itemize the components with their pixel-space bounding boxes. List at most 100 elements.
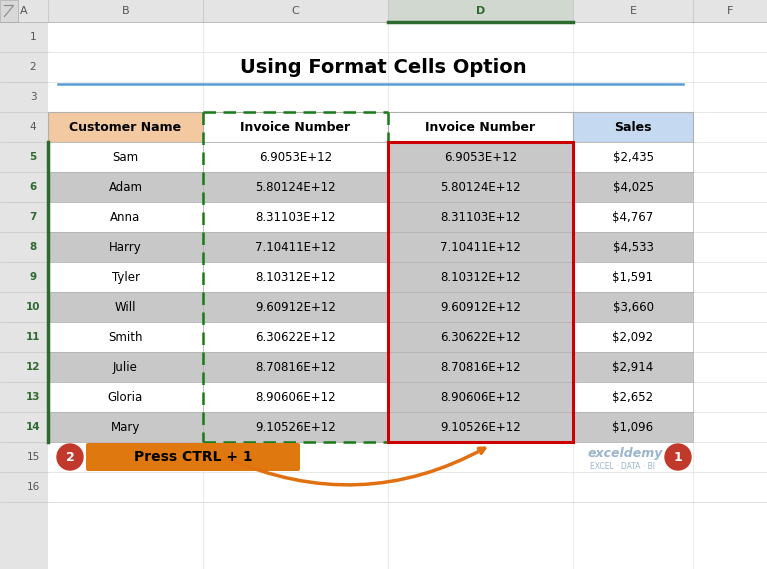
Text: 1: 1 bbox=[673, 451, 683, 464]
Text: Sam: Sam bbox=[113, 150, 139, 163]
Text: Using Format Cells Option: Using Format Cells Option bbox=[240, 57, 527, 76]
Text: 5: 5 bbox=[29, 152, 37, 162]
Text: 5.80124E+12: 5.80124E+12 bbox=[440, 180, 521, 193]
Bar bbox=[203, 142, 388, 172]
Bar bbox=[0, 0, 767, 22]
Text: $2,652: $2,652 bbox=[612, 390, 653, 403]
Circle shape bbox=[57, 444, 83, 470]
Text: E: E bbox=[630, 6, 637, 16]
Text: $2,092: $2,092 bbox=[612, 331, 653, 344]
Bar bbox=[203, 172, 388, 202]
Bar bbox=[388, 262, 573, 292]
Text: 8.31103E+12: 8.31103E+12 bbox=[440, 211, 521, 224]
Bar bbox=[388, 232, 573, 262]
Text: 8.70816E+12: 8.70816E+12 bbox=[255, 361, 336, 373]
Text: 6.9053E+12: 6.9053E+12 bbox=[259, 150, 332, 163]
Text: 8.70816E+12: 8.70816E+12 bbox=[440, 361, 521, 373]
Bar bbox=[48, 112, 203, 142]
Text: Anna: Anna bbox=[110, 211, 140, 224]
Bar bbox=[388, 142, 573, 442]
Bar bbox=[573, 322, 693, 352]
Text: $4,767: $4,767 bbox=[612, 211, 653, 224]
Bar bbox=[573, 172, 693, 202]
Text: 13: 13 bbox=[26, 392, 40, 402]
Text: $4,533: $4,533 bbox=[613, 241, 653, 254]
Bar bbox=[388, 142, 573, 172]
Text: Invoice Number: Invoice Number bbox=[426, 121, 535, 134]
Text: Adam: Adam bbox=[108, 180, 143, 193]
Text: $1,591: $1,591 bbox=[612, 270, 653, 283]
Text: 8.90606E+12: 8.90606E+12 bbox=[440, 390, 521, 403]
Bar bbox=[48, 382, 203, 412]
Text: 2: 2 bbox=[66, 451, 74, 464]
Text: Will: Will bbox=[115, 300, 137, 314]
Text: 16: 16 bbox=[26, 482, 40, 492]
Bar bbox=[573, 112, 693, 142]
Text: 2: 2 bbox=[30, 62, 36, 72]
Text: 3: 3 bbox=[30, 92, 36, 102]
Text: 9: 9 bbox=[29, 272, 37, 282]
FancyBboxPatch shape bbox=[86, 443, 300, 471]
Text: Invoice Number: Invoice Number bbox=[240, 121, 351, 134]
Bar bbox=[203, 262, 388, 292]
Bar bbox=[48, 262, 203, 292]
Text: C: C bbox=[291, 6, 299, 16]
Bar bbox=[48, 202, 203, 232]
Text: F: F bbox=[727, 6, 733, 16]
Bar bbox=[388, 412, 573, 442]
Text: 9.60912E+12: 9.60912E+12 bbox=[255, 300, 336, 314]
Text: 15: 15 bbox=[26, 452, 40, 462]
Bar bbox=[48, 322, 203, 352]
Bar bbox=[388, 322, 573, 352]
Text: Sales: Sales bbox=[614, 121, 652, 134]
Text: $2,435: $2,435 bbox=[613, 150, 653, 163]
Bar bbox=[48, 232, 203, 262]
Text: 1: 1 bbox=[30, 32, 36, 42]
Text: exceldemy: exceldemy bbox=[588, 447, 663, 460]
Text: 8.10312E+12: 8.10312E+12 bbox=[440, 270, 521, 283]
Text: 6: 6 bbox=[29, 182, 37, 192]
Bar bbox=[203, 292, 388, 322]
Text: A: A bbox=[20, 6, 28, 16]
Text: Smith: Smith bbox=[108, 331, 143, 344]
Text: $1,096: $1,096 bbox=[612, 420, 653, 434]
Bar bbox=[573, 202, 693, 232]
Bar bbox=[573, 412, 693, 442]
Bar bbox=[388, 382, 573, 412]
Text: $4,025: $4,025 bbox=[613, 180, 653, 193]
Bar bbox=[388, 112, 573, 142]
Bar bbox=[48, 172, 203, 202]
Text: 12: 12 bbox=[26, 362, 40, 372]
Text: Julie: Julie bbox=[113, 361, 138, 373]
Text: Tyler: Tyler bbox=[111, 270, 140, 283]
Text: Press CTRL + 1: Press CTRL + 1 bbox=[133, 450, 252, 464]
Bar bbox=[573, 292, 693, 322]
Text: 10: 10 bbox=[26, 302, 40, 312]
Text: 8.31103E+12: 8.31103E+12 bbox=[255, 211, 336, 224]
Text: B: B bbox=[122, 6, 130, 16]
Bar bbox=[0, 22, 18, 569]
Bar bbox=[0, 0, 18, 22]
Text: 5.80124E+12: 5.80124E+12 bbox=[255, 180, 336, 193]
Text: Gloria: Gloria bbox=[108, 390, 143, 403]
Text: 9.10526E+12: 9.10526E+12 bbox=[440, 420, 521, 434]
Text: Customer Name: Customer Name bbox=[70, 121, 182, 134]
Bar bbox=[203, 352, 388, 382]
Text: 4: 4 bbox=[30, 122, 36, 132]
Text: 11: 11 bbox=[26, 332, 40, 342]
Text: 8.10312E+12: 8.10312E+12 bbox=[255, 270, 336, 283]
Text: 9.60912E+12: 9.60912E+12 bbox=[440, 300, 521, 314]
Text: 6.30622E+12: 6.30622E+12 bbox=[255, 331, 336, 344]
Bar bbox=[203, 232, 388, 262]
Text: D: D bbox=[476, 6, 485, 16]
Bar bbox=[48, 292, 203, 322]
Text: 14: 14 bbox=[25, 422, 41, 432]
Text: 8: 8 bbox=[29, 242, 37, 252]
Text: EXCEL · DATA · BI: EXCEL · DATA · BI bbox=[590, 462, 655, 471]
Bar bbox=[388, 292, 573, 322]
Text: 6.30622E+12: 6.30622E+12 bbox=[440, 331, 521, 344]
Bar bbox=[573, 352, 693, 382]
Bar bbox=[573, 382, 693, 412]
Text: $3,660: $3,660 bbox=[613, 300, 653, 314]
Text: 6.9053E+12: 6.9053E+12 bbox=[444, 150, 517, 163]
